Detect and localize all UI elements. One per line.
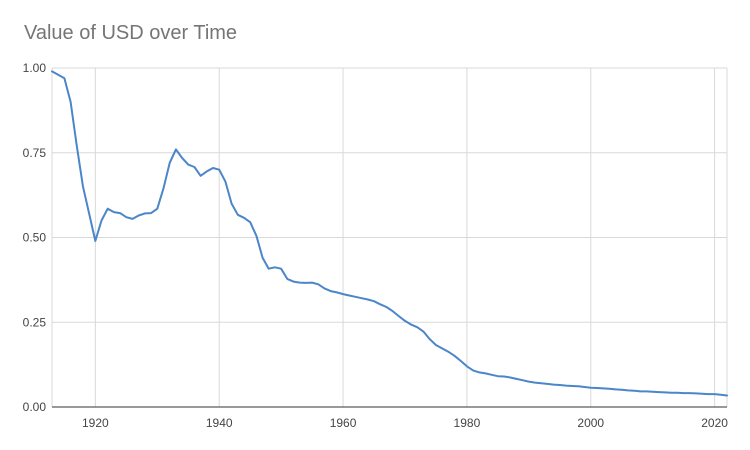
x-tick-label: 1980 [454,416,481,430]
series-line [51,70,728,397]
y-tick-label: 1.00 [23,61,47,75]
y-tick-label: 0.00 [23,400,47,414]
grid-lines [51,67,728,408]
y-tick-label: 0.75 [23,146,47,160]
y-tick-label: 0.25 [23,315,47,329]
x-tick-label: 1920 [82,416,109,430]
y-tick-label: 0.50 [23,231,47,245]
chart-title: Value of USD over Time [24,22,238,44]
y-axis-ticks: 0.00 0.25 0.50 0.75 1.00 [23,61,47,414]
x-tick-label: 2020 [701,416,728,430]
x-tick-label: 2000 [577,416,604,430]
plot-area [51,70,728,397]
x-tick-label: 1940 [206,416,233,430]
x-tick-label: 1960 [330,416,357,430]
x-axis-ticks: 1920 1940 1960 1980 2000 2020 [82,416,728,430]
